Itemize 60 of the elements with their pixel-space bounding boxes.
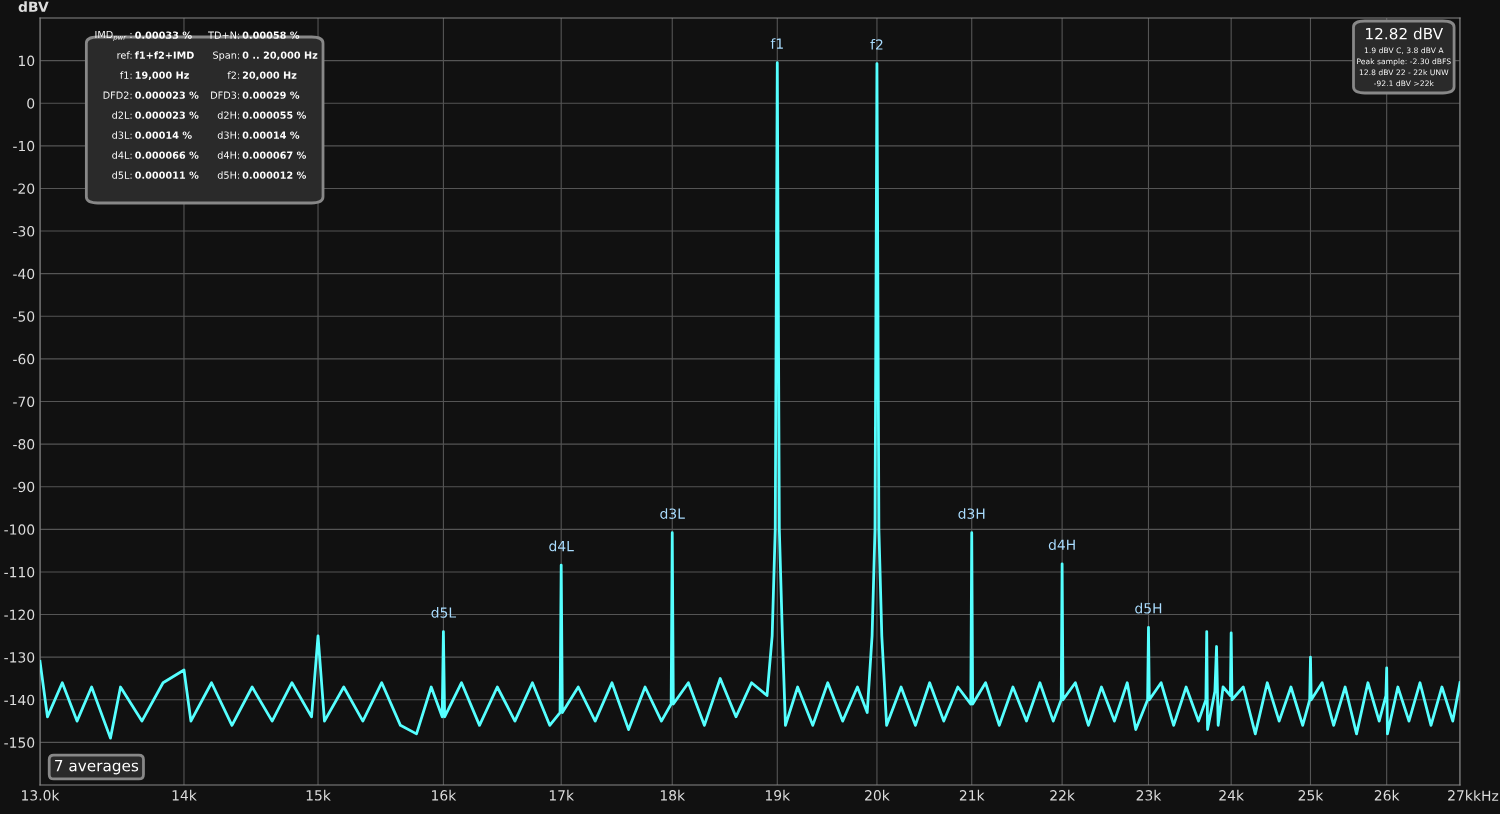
- annotation: ref: f1+f2+IMD: [117, 51, 194, 59]
- annotation: d4L: 0.000066 %: [112, 151, 199, 159]
- annotation: d5H: [1135, 602, 1162, 614]
- y-tick-label: 0: [27, 98, 35, 109]
- x-tick-label: 19k: [765, 789, 791, 801]
- y-tick-label: -90: [13, 481, 35, 493]
- y-tick-label: -120: [4, 609, 35, 621]
- y-tick-label: -30: [13, 226, 35, 237]
- x-tick-label: 24k: [1219, 789, 1244, 801]
- annotation: d4L: [549, 540, 574, 552]
- annotation: d3H: [958, 508, 985, 519]
- annotation: IMD$_{pwr}$ : 0.00033 %: [95, 30, 192, 42]
- annotation: f2: [870, 39, 883, 50]
- x-tick-label: 22k: [1050, 789, 1075, 801]
- y-tick-label: -70: [13, 396, 35, 407]
- annotation: d5H: 0.000012 %: [217, 171, 307, 179]
- x-axis-title: kHz: [1474, 790, 1499, 801]
- y-tick-label: 10: [18, 55, 35, 67]
- x-tick-label: 13.0k: [22, 789, 60, 801]
- x-tick-label: 14k: [172, 789, 197, 801]
- annotation: Span: 0 .. 20,000 Hz: [213, 51, 318, 61]
- y-tick-label: -20: [13, 183, 35, 194]
- annotation: d4H: 0.000067 %: [217, 151, 307, 159]
- annotation: d4H: [1048, 539, 1075, 551]
- x-tick-label: 20k: [865, 789, 890, 801]
- x-tick-label: 16k: [432, 789, 457, 801]
- y-tick-label: -140: [4, 694, 35, 706]
- y-tick-label: -60: [13, 353, 35, 365]
- annotation: DFD3: 0.00029 %: [211, 91, 300, 99]
- annotation: d2H: 0.000055 %: [217, 111, 307, 119]
- annotation: f1: 19,000 Hz: [120, 71, 189, 81]
- y-tick-label: -80: [13, 439, 35, 450]
- annotation: d3H: 0.00014 %: [217, 131, 300, 139]
- y-tick-label: -150: [4, 737, 35, 748]
- annotation: TD+N: 0.00058 %: [208, 31, 300, 39]
- annotation: f1: [770, 38, 783, 49]
- x-tick-label: 18k: [660, 789, 686, 801]
- y-tick-label: -130: [4, 652, 35, 663]
- y-tick-label: -10: [13, 140, 35, 152]
- annotation: d5L: 0.000011 %: [112, 171, 199, 179]
- annotation: d5L: [431, 607, 457, 618]
- annotation: 7 averages: [55, 760, 139, 775]
- annotation: f2: 20,000 Hz: [227, 71, 297, 81]
- y-axis-title: dBV: [18, 1, 49, 13]
- x-tick-label: 27k: [1448, 789, 1473, 801]
- y-tick-label: -40: [13, 268, 35, 280]
- annotation: d3L: 0.00014 %: [112, 131, 192, 139]
- x-tick-label: 23k: [1136, 789, 1162, 801]
- annotation: d2L: 0.000023 %: [112, 111, 199, 119]
- x-tick-label: 25k: [1298, 789, 1324, 801]
- y-tick-label: -100: [4, 524, 35, 535]
- x-tick-label: 15k: [306, 789, 331, 801]
- y-tick-label: -110: [4, 566, 35, 578]
- x-tick-label: 26k: [1374, 789, 1400, 801]
- annotation: DFD2: 0.000023 %: [103, 91, 199, 99]
- y-tick-label: -50: [13, 311, 35, 322]
- x-tick-label: 17k: [549, 789, 575, 801]
- x-tick-label: 21k: [959, 789, 985, 801]
- annotation: 12.82 dBV: [1366, 27, 1444, 40]
- annotation: d3L: [660, 508, 685, 519]
